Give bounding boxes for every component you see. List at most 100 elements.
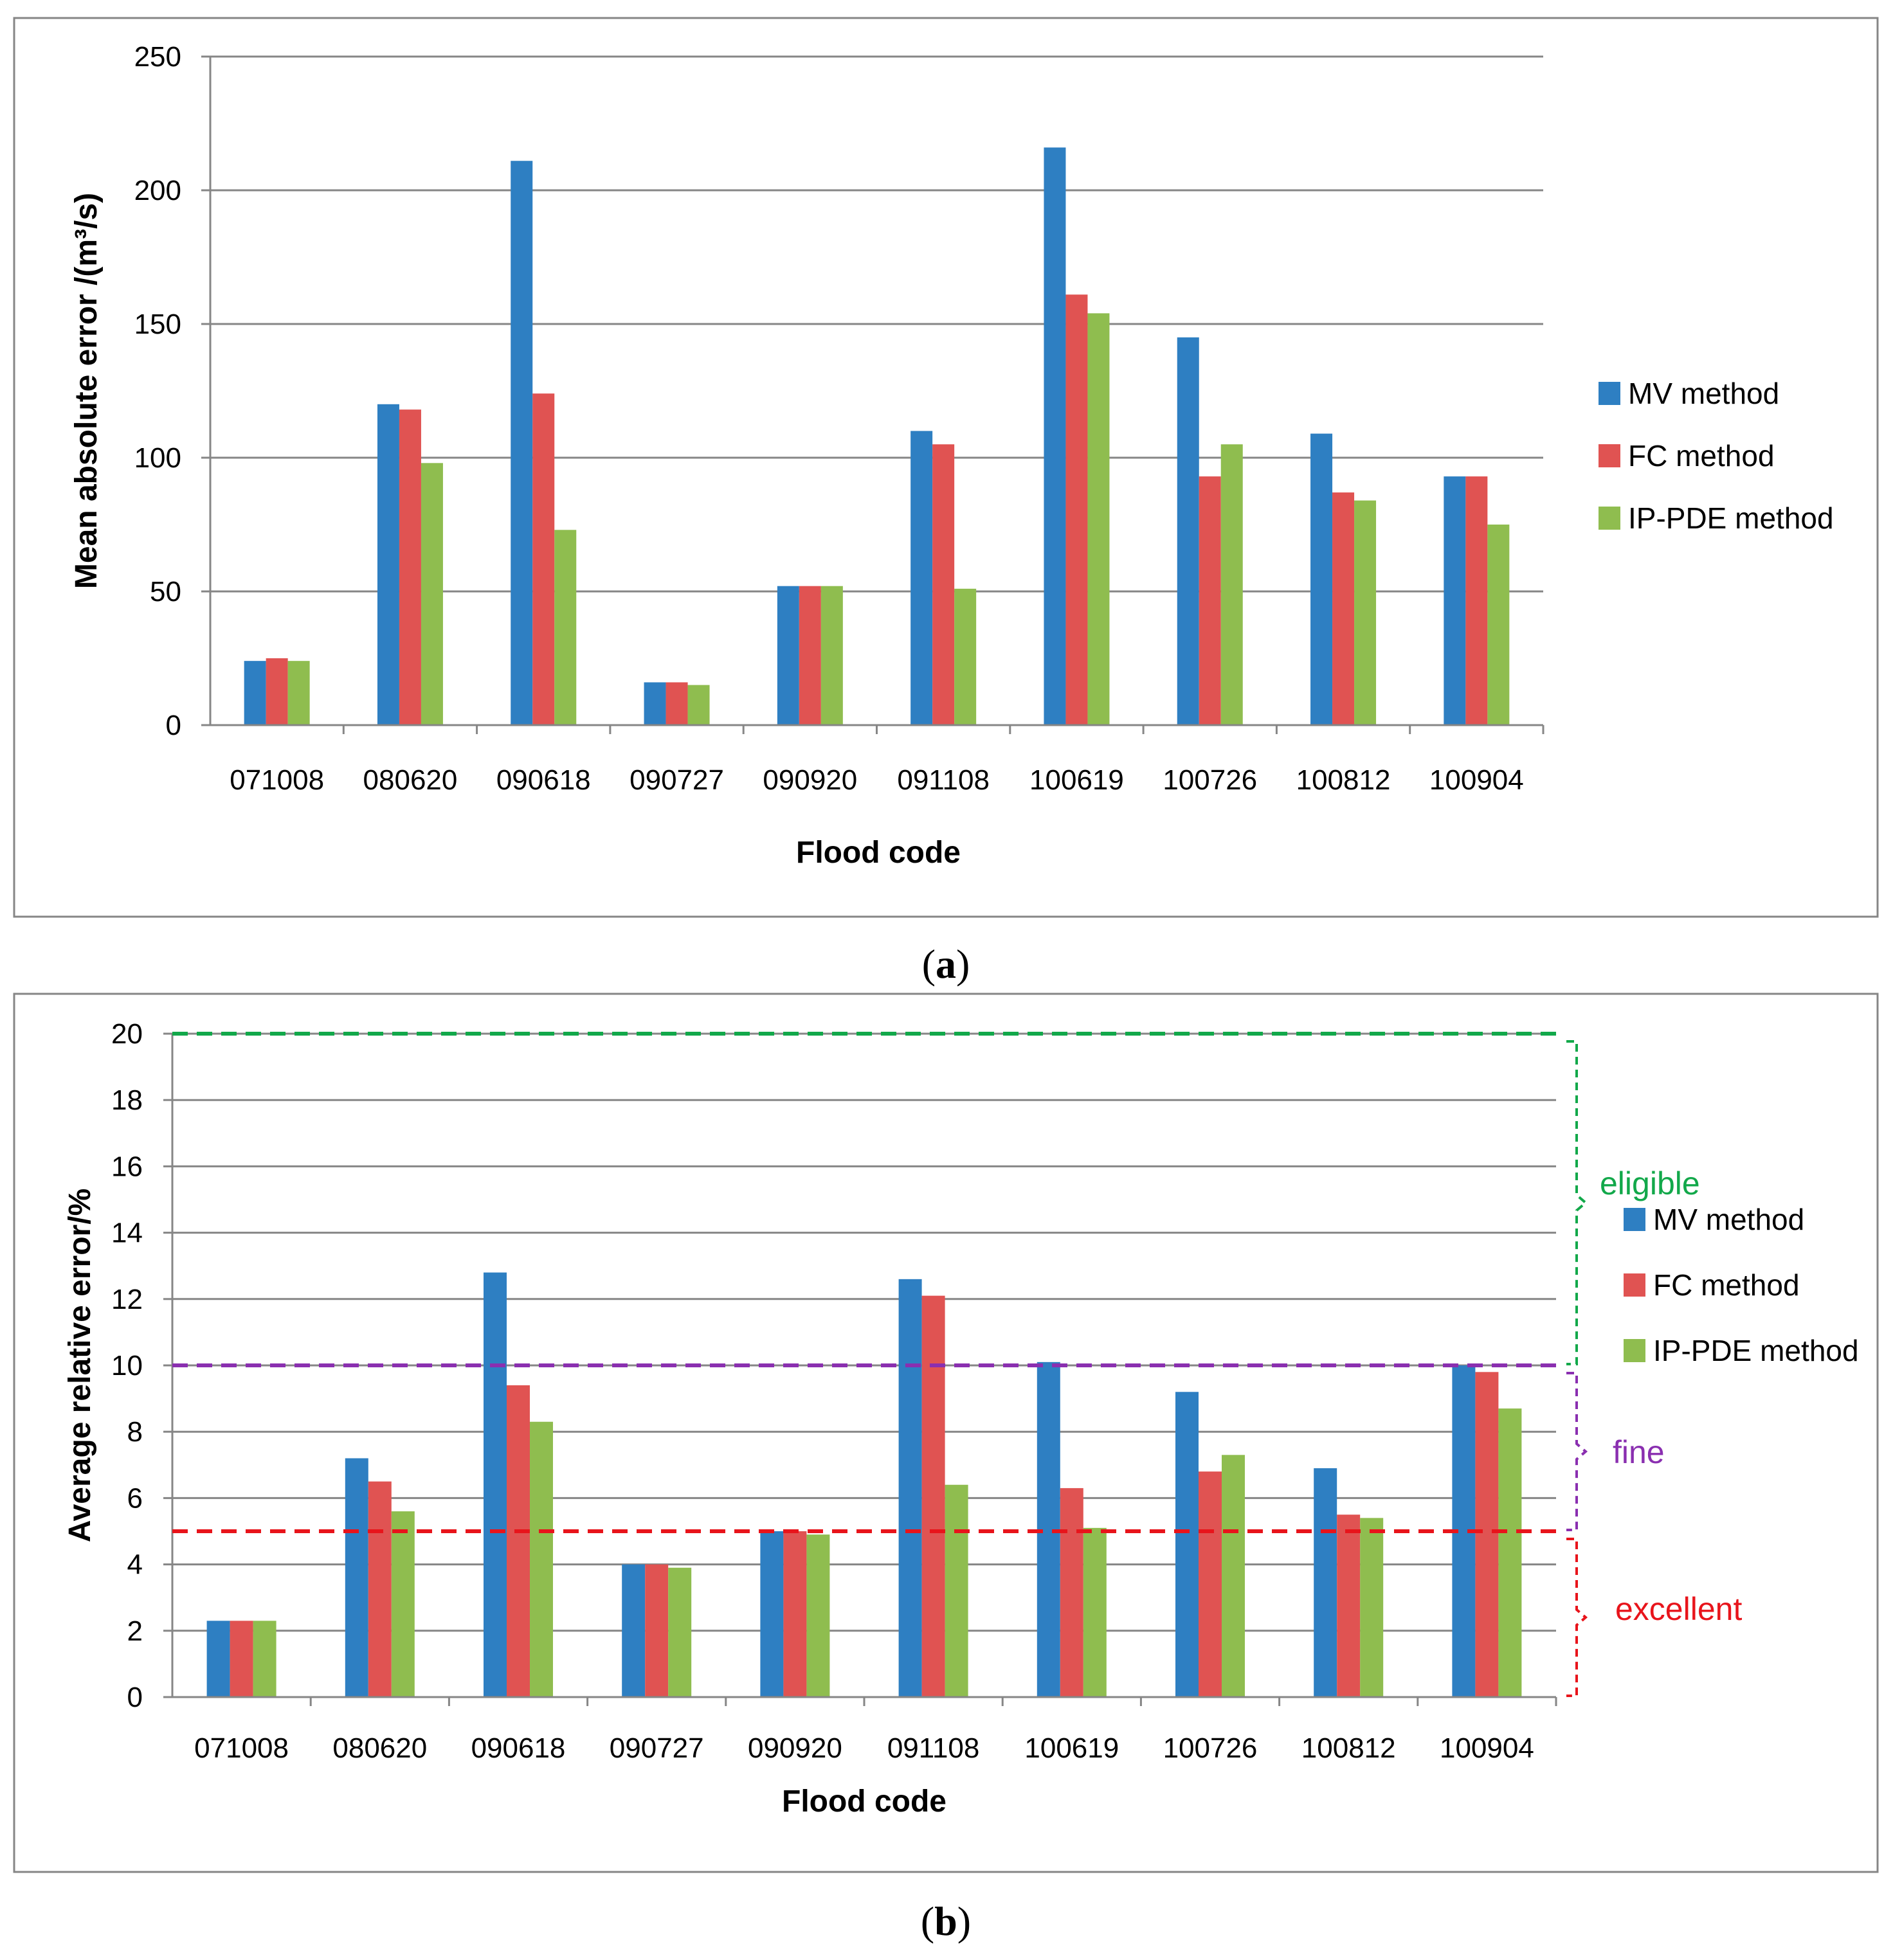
y-tick-label: 8 xyxy=(127,1416,143,1448)
y-tick-label: 12 xyxy=(111,1284,143,1315)
y-tick-label: 250 xyxy=(134,41,181,73)
panel-a-bars xyxy=(244,147,1510,726)
y-tick-label: 4 xyxy=(127,1549,143,1581)
x-tick-label: 090618 xyxy=(496,764,591,796)
x-tick-label: 100812 xyxy=(1296,764,1391,796)
bar xyxy=(954,588,977,725)
bar xyxy=(1220,444,1243,725)
panel-a-x-ticks: 071008 080620 090618 090727 090920 091108 1006… xyxy=(230,725,1544,796)
bar xyxy=(898,1279,922,1697)
bar xyxy=(645,1564,669,1697)
bar xyxy=(1487,525,1510,725)
x-tick-label: 091108 xyxy=(897,764,990,796)
range-label: eligible xyxy=(1600,1165,1700,1201)
bar xyxy=(1332,492,1355,725)
y-tick-label: 6 xyxy=(127,1482,143,1514)
x-tick-label: 100904 xyxy=(1429,764,1524,796)
x-tick-label: 100726 xyxy=(1163,764,1257,796)
bar xyxy=(253,1621,276,1697)
y-tick-label: 10 xyxy=(111,1350,143,1381)
y-tick-label: 100 xyxy=(134,442,181,474)
bar xyxy=(1175,1392,1199,1697)
bar xyxy=(1310,433,1333,725)
x-tick-label: 090727 xyxy=(629,764,724,796)
range-bracket xyxy=(1566,1538,1588,1697)
x-tick-label: 100726 xyxy=(1163,1732,1258,1764)
bar xyxy=(532,393,555,725)
range-bracket xyxy=(1566,1040,1588,1365)
x-tick-label: 080620 xyxy=(363,764,458,796)
panel-b-frame xyxy=(13,993,1879,1873)
bar xyxy=(391,1511,415,1697)
x-tick-label: 091108 xyxy=(887,1732,980,1764)
bar xyxy=(1087,313,1110,725)
legend-label: MV method xyxy=(1653,1203,1804,1236)
bar xyxy=(1199,476,1221,725)
bar xyxy=(1044,147,1066,725)
x-tick-label: 100904 xyxy=(1440,1732,1534,1764)
bar xyxy=(1060,1488,1083,1697)
panel-a-x-axis-title: Flood code xyxy=(796,836,961,870)
bar xyxy=(783,1531,807,1697)
panel-b-label: (b) xyxy=(921,1898,971,1944)
bar xyxy=(644,682,666,725)
panel-b-threshold-lines xyxy=(172,1032,1556,1533)
bar xyxy=(399,409,421,725)
legend-label: FC method xyxy=(1628,439,1775,472)
legend-swatch xyxy=(1624,1273,1645,1297)
bar xyxy=(1199,1471,1222,1697)
x-tick-label: 071008 xyxy=(194,1732,289,1764)
y-tick-label: 18 xyxy=(111,1084,143,1116)
panel-b-legend: MV method FC method IP-PDE method xyxy=(1624,1203,1859,1367)
bar xyxy=(760,1531,784,1697)
bar xyxy=(1465,476,1488,725)
legend-label: IP-PDE method xyxy=(1628,501,1834,535)
y-tick-label: 0 xyxy=(127,1682,143,1713)
x-tick-label: 100812 xyxy=(1301,1732,1396,1764)
panel-b-letter: b xyxy=(934,1898,957,1944)
bar xyxy=(368,1481,392,1697)
bar xyxy=(932,444,955,725)
legend-label: FC method xyxy=(1653,1268,1800,1302)
panel-b-range-brackets: eligible fine excellent xyxy=(1566,1040,1742,1697)
y-tick-label: 20 xyxy=(111,1018,143,1050)
bar xyxy=(377,404,399,725)
y-tick-label: 2 xyxy=(127,1615,143,1647)
bar xyxy=(511,161,533,726)
bar xyxy=(1065,294,1088,725)
bar xyxy=(554,530,577,725)
x-tick-label: 100619 xyxy=(1024,1732,1119,1764)
legend-label: IP-PDE method xyxy=(1653,1334,1859,1367)
bar xyxy=(799,586,821,725)
bar xyxy=(530,1421,553,1697)
range-label: excellent xyxy=(1615,1591,1742,1627)
x-tick-label: 090920 xyxy=(748,1732,842,1764)
x-tick-label: 090727 xyxy=(610,1732,704,1764)
bar xyxy=(806,1534,830,1697)
bar xyxy=(666,682,688,725)
legend-swatch xyxy=(1599,507,1620,530)
x-tick-label: 090618 xyxy=(471,1732,566,1764)
bar xyxy=(1177,337,1199,725)
legend-swatch xyxy=(1624,1339,1645,1362)
panel-b: 0 2 4 6 8 10 12 14 16 18 20 071008 080620 090618 0907… xyxy=(13,993,1879,1873)
bar xyxy=(687,685,710,725)
bar xyxy=(1360,1518,1384,1697)
panel-a-y-axis-title: Mean absolute error /(m³/s) xyxy=(69,193,104,589)
y-tick-label: 200 xyxy=(134,175,181,206)
bar xyxy=(820,586,843,725)
bar xyxy=(484,1272,507,1697)
bar xyxy=(777,586,799,725)
range-bracket xyxy=(1566,1372,1588,1531)
y-tick-label: 14 xyxy=(111,1218,143,1249)
panel-a: 0 50 100 150 200 250 071008 080620 090618 090727… xyxy=(13,17,1879,918)
legend-swatch xyxy=(1599,382,1620,405)
bar xyxy=(507,1385,530,1697)
bar xyxy=(345,1458,368,1697)
bar xyxy=(1498,1408,1522,1697)
bar xyxy=(230,1621,253,1697)
bar xyxy=(266,658,288,725)
bar xyxy=(1083,1527,1107,1697)
x-tick-label: 080620 xyxy=(332,1732,427,1764)
